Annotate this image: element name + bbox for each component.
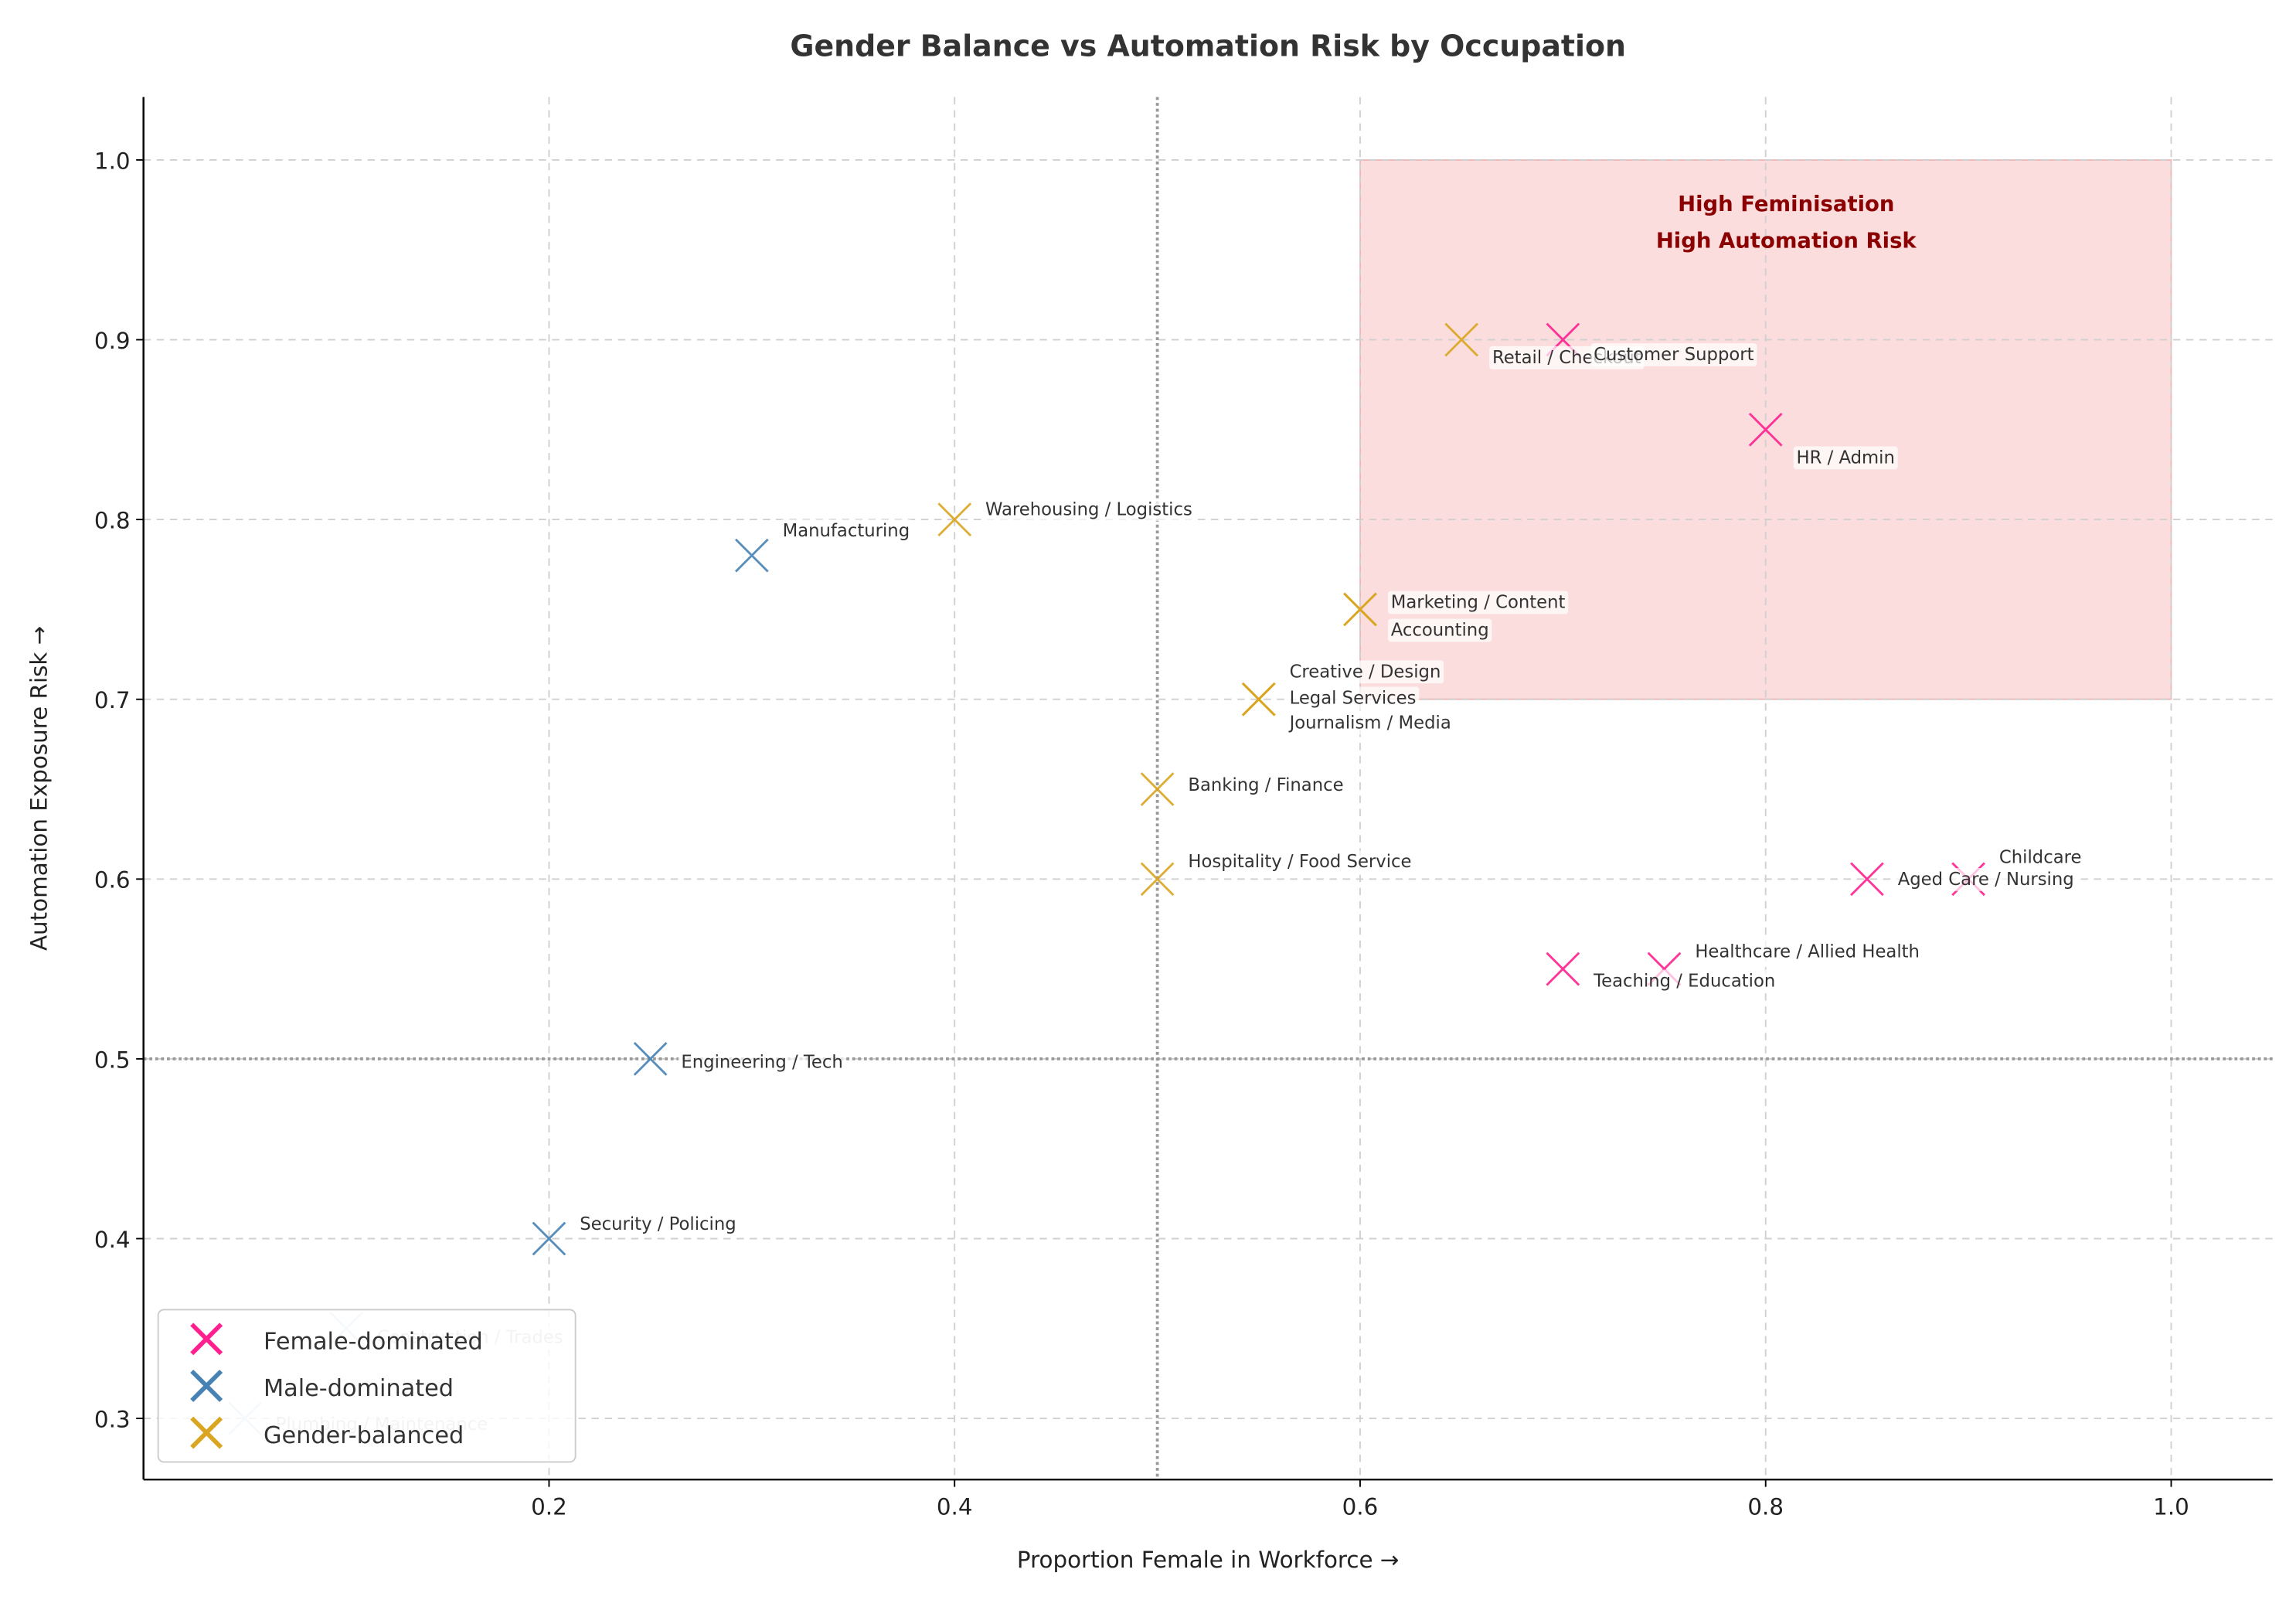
y-tick-label: 0.7: [94, 687, 131, 713]
y-tick-label: 0.6: [94, 867, 131, 894]
point-label-background: [982, 498, 1196, 522]
y-tick-label: 0.4: [94, 1227, 131, 1253]
point-label-background: [1387, 618, 1492, 642]
data-point-marker: [1140, 772, 1175, 806]
x-tick-label: 1.0: [2153, 1494, 2189, 1520]
point-label: Engineering / Tech: [681, 1052, 842, 1072]
point-label: Creative / Design: [1290, 662, 1441, 682]
data-point-marker: [1343, 592, 1377, 627]
data-point-marker: [1444, 322, 1479, 357]
x-tick-label: 0.4: [937, 1494, 973, 1520]
point-label: Legal Services: [1290, 688, 1417, 708]
point-label: Teaching / Education: [1593, 971, 1775, 991]
data-point-marker: [1241, 682, 1276, 717]
data-point-marker: [1546, 951, 1580, 986]
y-tick-label: 0.3: [94, 1406, 131, 1432]
region-label-line2: High Automation Risk: [1656, 230, 1917, 254]
point-label-background: [779, 519, 913, 543]
point-label: Security / Policing: [580, 1214, 736, 1234]
point-label-background: [1793, 446, 1898, 470]
point-label-background: [1590, 343, 1757, 366]
x-axis-label: Proportion Female in Workforce →: [1017, 1547, 1400, 1573]
legend: Female-dominated Male-dominated Gender-bal…: [157, 1309, 577, 1463]
region-label-line1: High Feminisation: [1678, 192, 1894, 216]
legend-marker-icon: [190, 1369, 223, 1402]
legend-entry-label: Male-dominated: [264, 1375, 454, 1402]
point-label: Warehousing / Logistics: [985, 499, 1192, 519]
point-label-background: [1286, 686, 1420, 710]
point-label: Banking / Finance: [1188, 775, 1343, 795]
point-label: Marketing / Content: [1391, 593, 1566, 613]
point-label: Aged Care / Nursing: [1898, 870, 2074, 890]
data-point-marker: [937, 502, 972, 536]
grid: [143, 97, 2273, 1480]
point-label-background: [1996, 846, 2085, 870]
point-label: Childcare: [1999, 847, 2082, 867]
legend-entry-label: Female-dominated: [264, 1329, 483, 1356]
point-label-background: [678, 1050, 846, 1074]
point-label-background: [1692, 940, 1923, 964]
data-point-marker: [1748, 412, 1783, 447]
point-label-background: [1284, 711, 1454, 735]
point-label-background: [1286, 660, 1444, 684]
point-label: Journalism / Media: [1288, 713, 1451, 734]
y-tick-label: 1.0: [94, 148, 131, 174]
data-point-marker: [1140, 862, 1175, 897]
point-label: HR / Admin: [1797, 448, 1895, 468]
data-point-marker: [633, 1042, 668, 1076]
y-tick-label: 0.9: [94, 328, 131, 354]
point-label-background: [1894, 867, 2077, 891]
chart-title: Gender Balance vs Automation Risk by Occ…: [790, 29, 1626, 63]
point-label-background: [1590, 969, 1779, 993]
legend-marker-icon: [190, 1323, 223, 1356]
point-label: Hospitality / Food Service: [1188, 852, 1411, 872]
legend-entry-label: Gender-balanced: [264, 1422, 464, 1449]
highlight-region-label: High Feminisation High Automation Risk: [1656, 192, 1917, 253]
x-tick-label: 0.2: [531, 1494, 567, 1520]
x-tick-label: 0.6: [1342, 1494, 1379, 1520]
point-label: Customer Support: [1594, 345, 1753, 365]
y-tick-label: 0.8: [94, 507, 131, 533]
legend-marker-icon: [190, 1416, 223, 1449]
data-point-marker: [1850, 862, 1884, 897]
x-tick-label: 0.8: [1747, 1494, 1784, 1520]
point-label: Healthcare / Allied Health: [1695, 941, 1920, 962]
point-label-background: [1185, 850, 1415, 874]
point-label-background: [1185, 774, 1347, 797]
point-label-background: [577, 1213, 740, 1237]
point-label: Accounting: [1391, 621, 1489, 641]
point-label: Manufacturing: [783, 521, 910, 541]
data-point-marker: [532, 1221, 566, 1256]
y-axis-label: Automation Exposure Risk →: [26, 626, 53, 951]
legend-box: [157, 1309, 577, 1463]
y-tick-label: 0.5: [94, 1047, 131, 1073]
axes: 0.2 0.4 0.6 0.8 1.0 0.3 0.4 0.5 0.6 0.7 0.8 0.9 1.0: [94, 97, 2273, 1520]
point-label-background: [1387, 591, 1569, 614]
data-point-marker: [734, 538, 769, 573]
